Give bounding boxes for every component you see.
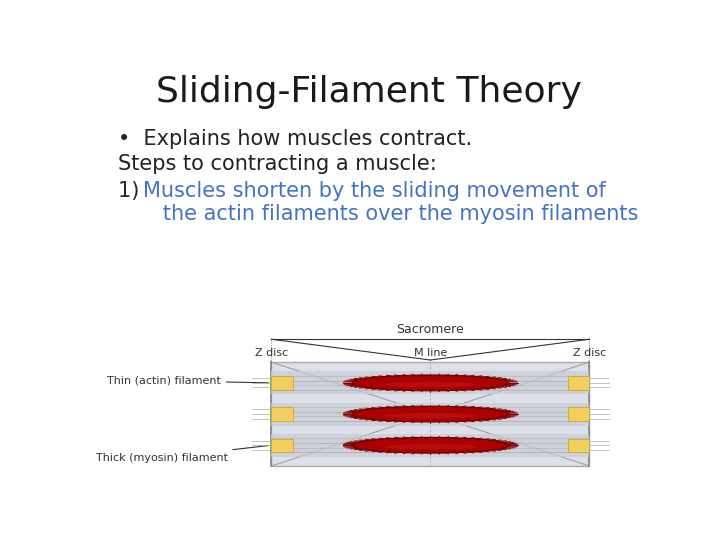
Bar [271, 362, 590, 466]
Text: Sacromere: Sacromere [397, 323, 464, 336]
Bar [271, 438, 292, 452]
Text: •  Explains how muscles contract.: • Explains how muscles contract. [118, 129, 472, 149]
Bar [568, 438, 590, 452]
Bar [271, 372, 590, 394]
Ellipse shape [384, 382, 477, 387]
Bar [271, 376, 292, 389]
Text: Thin (actin) filament: Thin (actin) filament [107, 376, 269, 386]
Text: Z disc: Z disc [255, 348, 288, 358]
Ellipse shape [384, 444, 477, 450]
Text: 1): 1) [118, 181, 146, 201]
Text: M line: M line [414, 348, 447, 358]
Ellipse shape [352, 375, 508, 391]
Ellipse shape [352, 437, 508, 453]
Text: the actin filaments over the myosin filaments: the actin filaments over the myosin fila… [143, 204, 639, 224]
Bar [271, 434, 590, 457]
Text: Thick (myosin) filament: Thick (myosin) filament [96, 446, 269, 463]
Bar [568, 407, 590, 421]
Text: Z disc: Z disc [573, 348, 606, 358]
Bar [271, 403, 590, 426]
Ellipse shape [384, 413, 477, 418]
Text: Sliding-Filament Theory: Sliding-Filament Theory [156, 75, 582, 109]
Text: Steps to contracting a muscle:: Steps to contracting a muscle: [118, 154, 436, 174]
Ellipse shape [352, 406, 508, 422]
Bar [568, 376, 590, 389]
Text: Muscles shorten by the sliding movement of: Muscles shorten by the sliding movement … [143, 181, 606, 201]
Bar [271, 407, 292, 421]
